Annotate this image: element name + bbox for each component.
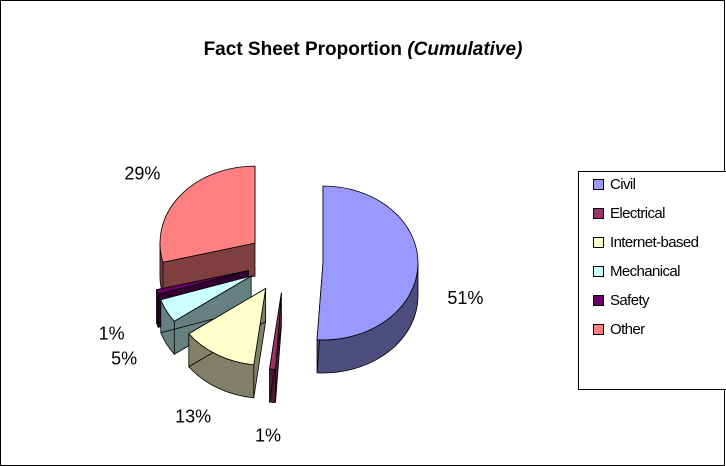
- legend-label: Other: [610, 321, 645, 338]
- legend-label: Internet-based: [610, 234, 699, 251]
- legend-label: Electrical: [610, 205, 665, 222]
- slice: [316, 185, 419, 341]
- title-main: Fact Sheet Proportion: [204, 39, 402, 60]
- legend-swatch: [593, 324, 604, 335]
- data-label: 1%: [255, 426, 281, 446]
- legend-label: Mechanical: [610, 263, 680, 280]
- data-label: 1%: [99, 323, 125, 343]
- data-label: 29%: [124, 163, 160, 183]
- slice: [159, 165, 256, 263]
- data-label: 13%: [175, 406, 211, 426]
- slice: [155, 270, 249, 295]
- legend-swatch: [593, 237, 604, 248]
- data-label: 51%: [447, 288, 483, 308]
- title-note: (Cumulative): [407, 39, 522, 60]
- data-label: 5%: [111, 348, 137, 368]
- legend-label: Safety: [610, 292, 650, 309]
- legend-swatch: [593, 179, 604, 190]
- legend-swatch: [593, 266, 604, 277]
- legend-swatch: [593, 295, 604, 306]
- legend-box: [578, 171, 726, 390]
- slice: [188, 287, 267, 366]
- chart-title: Fact Sheet Proportion (Cumulative): [204, 39, 523, 60]
- legend-label: Civil: [610, 176, 636, 193]
- slice: [160, 275, 252, 322]
- legend-swatch: [593, 208, 604, 219]
- slice: [269, 292, 282, 370]
